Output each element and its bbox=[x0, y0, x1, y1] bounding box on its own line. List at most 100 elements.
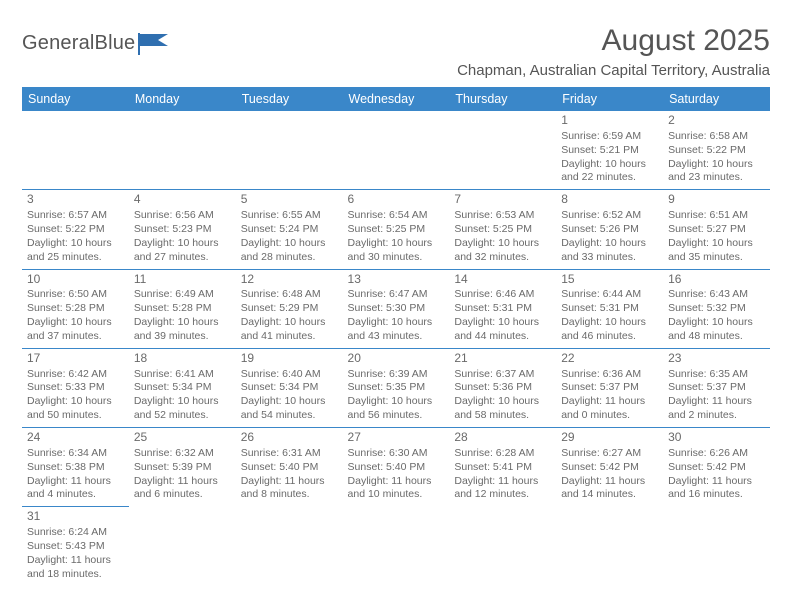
sunrise-line: Sunrise: 6:26 AM bbox=[668, 447, 765, 461]
sunset-line: Sunset: 5:25 PM bbox=[454, 223, 551, 237]
sunrise-line: Sunrise: 6:30 AM bbox=[348, 447, 445, 461]
sunrise-line: Sunrise: 6:32 AM bbox=[134, 447, 231, 461]
day-number: 13 bbox=[348, 272, 445, 288]
sunset-line: Sunset: 5:36 PM bbox=[454, 381, 551, 395]
weekday-header: Sunday bbox=[22, 87, 129, 111]
daylight-line: Daylight: 10 hours and 56 minutes. bbox=[348, 395, 445, 423]
sunset-line: Sunset: 5:34 PM bbox=[134, 381, 231, 395]
day-cell: 6Sunrise: 6:54 AMSunset: 5:25 PMDaylight… bbox=[343, 190, 450, 269]
calendar-row: 31Sunrise: 6:24 AMSunset: 5:43 PMDayligh… bbox=[22, 507, 770, 586]
sunrise-line: Sunrise: 6:55 AM bbox=[241, 209, 338, 223]
sunrise-line: Sunrise: 6:59 AM bbox=[561, 130, 658, 144]
daylight-line: Daylight: 11 hours and 4 minutes. bbox=[27, 475, 124, 503]
day-number: 27 bbox=[348, 430, 445, 446]
sunrise-line: Sunrise: 6:58 AM bbox=[668, 130, 765, 144]
day-cell: 28Sunrise: 6:28 AMSunset: 5:41 PMDayligh… bbox=[449, 428, 556, 507]
daylight-line: Daylight: 11 hours and 0 minutes. bbox=[561, 395, 658, 423]
sunrise-line: Sunrise: 6:40 AM bbox=[241, 368, 338, 382]
sunset-line: Sunset: 5:28 PM bbox=[27, 302, 124, 316]
sunset-line: Sunset: 5:30 PM bbox=[348, 302, 445, 316]
day-number: 10 bbox=[27, 272, 124, 288]
calendar-body: 1Sunrise: 6:59 AMSunset: 5:21 PMDaylight… bbox=[22, 111, 770, 586]
daylight-line: Daylight: 10 hours and 58 minutes. bbox=[454, 395, 551, 423]
weekday-header: Saturday bbox=[663, 87, 770, 111]
weekday-header: Friday bbox=[556, 87, 663, 111]
day-cell: 9Sunrise: 6:51 AMSunset: 5:27 PMDaylight… bbox=[663, 190, 770, 269]
calendar-row: 3Sunrise: 6:57 AMSunset: 5:22 PMDaylight… bbox=[22, 190, 770, 269]
empty-cell bbox=[343, 507, 450, 586]
sunset-line: Sunset: 5:31 PM bbox=[561, 302, 658, 316]
daylight-line: Daylight: 10 hours and 22 minutes. bbox=[561, 158, 658, 186]
day-cell: 31Sunrise: 6:24 AMSunset: 5:43 PMDayligh… bbox=[22, 507, 129, 586]
empty-cell bbox=[236, 111, 343, 190]
day-cell: 27Sunrise: 6:30 AMSunset: 5:40 PMDayligh… bbox=[343, 428, 450, 507]
day-cell: 14Sunrise: 6:46 AMSunset: 5:31 PMDayligh… bbox=[449, 269, 556, 348]
sunrise-line: Sunrise: 6:36 AM bbox=[561, 368, 658, 382]
day-number: 28 bbox=[454, 430, 551, 446]
sunset-line: Sunset: 5:27 PM bbox=[668, 223, 765, 237]
sunrise-line: Sunrise: 6:51 AM bbox=[668, 209, 765, 223]
day-number: 2 bbox=[668, 113, 765, 129]
day-cell: 7Sunrise: 6:53 AMSunset: 5:25 PMDaylight… bbox=[449, 190, 556, 269]
daylight-line: Daylight: 10 hours and 35 minutes. bbox=[668, 237, 765, 265]
sunset-line: Sunset: 5:32 PM bbox=[668, 302, 765, 316]
sunset-line: Sunset: 5:40 PM bbox=[348, 461, 445, 475]
day-number: 24 bbox=[27, 430, 124, 446]
day-cell: 24Sunrise: 6:34 AMSunset: 5:38 PMDayligh… bbox=[22, 428, 129, 507]
calendar-row: 17Sunrise: 6:42 AMSunset: 5:33 PMDayligh… bbox=[22, 348, 770, 427]
sunset-line: Sunset: 5:37 PM bbox=[561, 381, 658, 395]
sunrise-line: Sunrise: 6:57 AM bbox=[27, 209, 124, 223]
empty-cell bbox=[129, 111, 236, 190]
day-cell: 23Sunrise: 6:35 AMSunset: 5:37 PMDayligh… bbox=[663, 348, 770, 427]
day-number: 26 bbox=[241, 430, 338, 446]
empty-cell bbox=[663, 507, 770, 586]
sunrise-line: Sunrise: 6:31 AM bbox=[241, 447, 338, 461]
sunrise-line: Sunrise: 6:56 AM bbox=[134, 209, 231, 223]
day-cell: 11Sunrise: 6:49 AMSunset: 5:28 PMDayligh… bbox=[129, 269, 236, 348]
day-cell: 22Sunrise: 6:36 AMSunset: 5:37 PMDayligh… bbox=[556, 348, 663, 427]
sunrise-line: Sunrise: 6:34 AM bbox=[27, 447, 124, 461]
day-number: 19 bbox=[241, 351, 338, 367]
daylight-line: Daylight: 10 hours and 27 minutes. bbox=[134, 237, 231, 265]
day-number: 8 bbox=[561, 192, 658, 208]
daylight-line: Daylight: 11 hours and 8 minutes. bbox=[241, 475, 338, 503]
daylight-line: Daylight: 11 hours and 2 minutes. bbox=[668, 395, 765, 423]
sunset-line: Sunset: 5:35 PM bbox=[348, 381, 445, 395]
daylight-line: Daylight: 11 hours and 6 minutes. bbox=[134, 475, 231, 503]
day-number: 7 bbox=[454, 192, 551, 208]
day-cell: 30Sunrise: 6:26 AMSunset: 5:42 PMDayligh… bbox=[663, 428, 770, 507]
sunset-line: Sunset: 5:43 PM bbox=[27, 540, 124, 554]
sunrise-line: Sunrise: 6:42 AM bbox=[27, 368, 124, 382]
daylight-line: Daylight: 11 hours and 10 minutes. bbox=[348, 475, 445, 503]
day-number: 4 bbox=[134, 192, 231, 208]
daylight-line: Daylight: 10 hours and 25 minutes. bbox=[27, 237, 124, 265]
day-number: 14 bbox=[454, 272, 551, 288]
day-cell: 12Sunrise: 6:48 AMSunset: 5:29 PMDayligh… bbox=[236, 269, 343, 348]
day-number: 5 bbox=[241, 192, 338, 208]
sunrise-line: Sunrise: 6:44 AM bbox=[561, 288, 658, 302]
brand-name: GeneralBlue bbox=[22, 32, 135, 55]
daylight-line: Daylight: 10 hours and 33 minutes. bbox=[561, 237, 658, 265]
sunset-line: Sunset: 5:23 PM bbox=[134, 223, 231, 237]
day-cell: 26Sunrise: 6:31 AMSunset: 5:40 PMDayligh… bbox=[236, 428, 343, 507]
sunset-line: Sunset: 5:29 PM bbox=[241, 302, 338, 316]
sunset-line: Sunset: 5:41 PM bbox=[454, 461, 551, 475]
day-number: 9 bbox=[668, 192, 765, 208]
daylight-line: Daylight: 10 hours and 23 minutes. bbox=[668, 158, 765, 186]
sunset-line: Sunset: 5:21 PM bbox=[561, 144, 658, 158]
day-cell: 1Sunrise: 6:59 AMSunset: 5:21 PMDaylight… bbox=[556, 111, 663, 190]
sunrise-line: Sunrise: 6:47 AM bbox=[348, 288, 445, 302]
sunset-line: Sunset: 5:42 PM bbox=[561, 461, 658, 475]
empty-cell bbox=[129, 507, 236, 586]
weekday-header: Thursday bbox=[449, 87, 556, 111]
sunrise-line: Sunrise: 6:48 AM bbox=[241, 288, 338, 302]
day-cell: 17Sunrise: 6:42 AMSunset: 5:33 PMDayligh… bbox=[22, 348, 129, 427]
empty-cell bbox=[236, 507, 343, 586]
day-cell: 5Sunrise: 6:55 AMSunset: 5:24 PMDaylight… bbox=[236, 190, 343, 269]
day-number: 16 bbox=[668, 272, 765, 288]
day-number: 25 bbox=[134, 430, 231, 446]
daylight-line: Daylight: 10 hours and 41 minutes. bbox=[241, 316, 338, 344]
sunset-line: Sunset: 5:22 PM bbox=[668, 144, 765, 158]
sunset-line: Sunset: 5:40 PM bbox=[241, 461, 338, 475]
empty-cell bbox=[449, 507, 556, 586]
